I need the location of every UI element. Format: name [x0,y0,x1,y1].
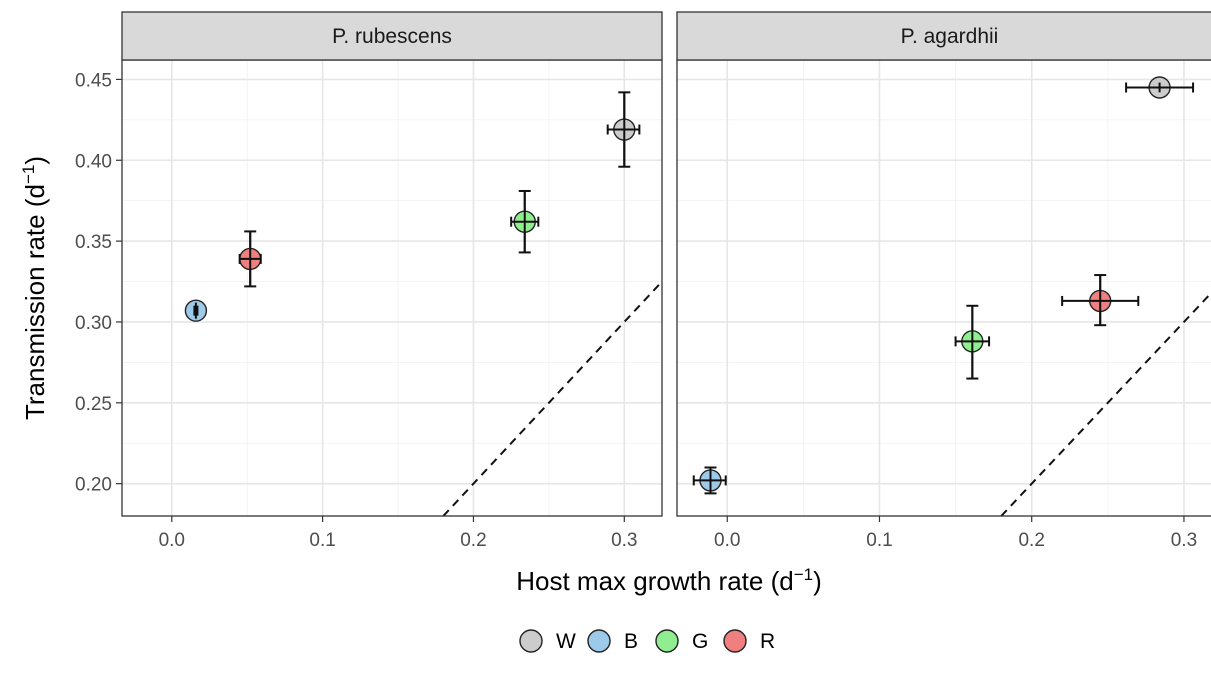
data-point-G [954,304,991,380]
panel-plot-area [122,60,662,516]
reference-line [1000,291,1211,516]
x-tick-label: 0.2 [1018,530,1044,551]
legend-item-R: R [723,629,775,653]
x-tick-label: 0.0 [714,530,740,551]
data-point-R [238,230,262,288]
panel-strip [676,11,1211,61]
data-point-R [1061,274,1140,327]
legend-item-W: W [519,629,576,653]
legend-label: B [624,630,638,653]
legend-label: R [760,630,775,653]
y-tick-label: 0.20 [75,475,112,496]
legend-key [587,629,611,653]
x-tick-label: 0.1 [866,530,892,551]
x-tick-label: 0.3 [1171,530,1197,551]
data-point-W [1125,76,1195,99]
x-tick-label: 0.0 [159,530,185,551]
legend-key [519,629,543,653]
panel-1: P. rubescens 0.0 0.1 0.2 0.3 [121,11,663,551]
legend-item-B: B [587,629,638,653]
x-tick-label: 0.1 [309,530,335,551]
legend-label: G [692,630,708,653]
panel-2: P. agardhii 0.0 0.1 0.2 0.3 [676,11,1211,551]
reference-line [442,280,662,516]
y-tick-label: 0.30 [75,313,112,334]
panel-background [122,60,662,516]
x-tick-label: 0.3 [611,530,637,551]
data-point-B [692,466,727,495]
x-tick-label: 0.2 [460,530,486,551]
legend-key [655,629,679,653]
y-tick-label: 0.25 [75,394,112,415]
legend-label: W [556,630,576,653]
y-axis-title: Transmission rate (d−1) [19,156,50,420]
panel-background [677,60,1211,516]
panel-title: P. agardhii [901,25,999,48]
y-tick-label: 0.35 [75,232,112,253]
x-axis-title: Host max growth rate (d−1) [516,565,822,596]
panel-strip [121,11,663,61]
data-point-W [606,91,641,168]
panel-title: P. rubescens [332,25,452,48]
y-tick-label: 0.45 [75,70,112,91]
legend-key [723,629,747,653]
panel-plot-area [677,60,1211,516]
data-point-B [184,299,208,322]
legend-item-G: G [655,629,708,653]
y-tick-label: 0.40 [75,151,112,172]
data-point-G [510,189,540,254]
